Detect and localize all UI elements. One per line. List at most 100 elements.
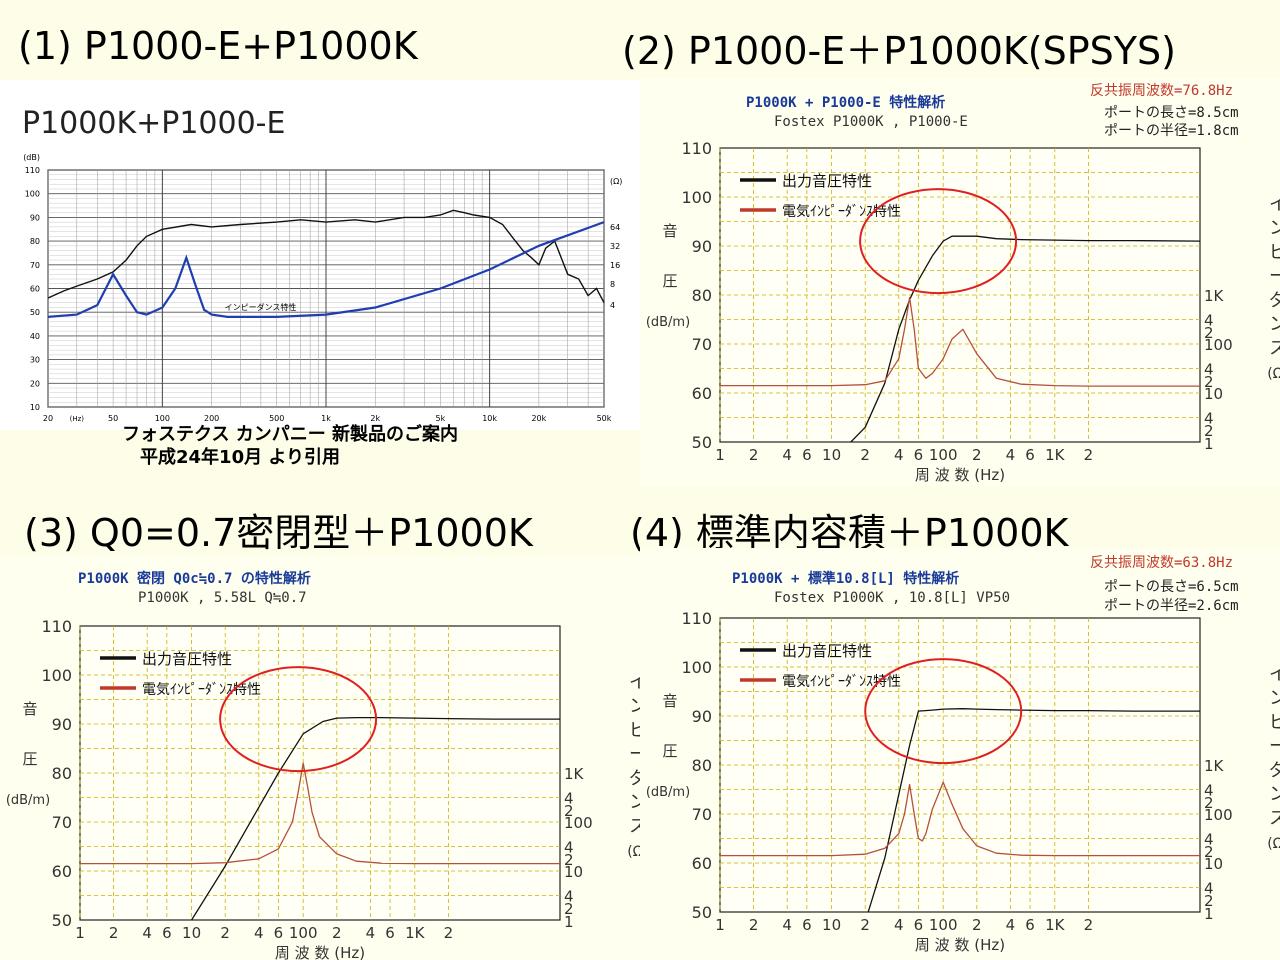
right-label-char: ビ xyxy=(629,720,640,741)
right-tick-label: 2 xyxy=(564,802,574,820)
y-tick-label: 70 xyxy=(692,335,712,354)
legend-label-spl: 出力音圧特性 xyxy=(782,172,872,190)
right-tick-label: 4 xyxy=(1204,312,1214,330)
x-tick-label: 2 xyxy=(972,916,982,934)
x-tick-label: 100 xyxy=(929,446,958,464)
panel-sim-3: P1000K 密閉 Q0c≒0.7 の特性解析 P1000K , 5.58L Q… xyxy=(0,556,640,960)
x-tick-label: 6 xyxy=(274,924,284,942)
panel2-port-radius: ポートの半径=1.8cm xyxy=(1104,123,1239,139)
x-tick-label: 20 xyxy=(43,414,53,423)
x-tick-label: 6 xyxy=(914,446,924,464)
x-tick-label: 1K xyxy=(1045,446,1066,464)
right-tick-label: 1K xyxy=(564,765,585,783)
y-tick-label: 80 xyxy=(692,756,712,775)
panel2-title: P1000K + P1000-E 特性解析 xyxy=(746,95,946,111)
spl-series xyxy=(849,235,1200,442)
x-tick-label: 200 xyxy=(204,414,219,423)
panel-measured: P1000K+P1000-E (dB) 110 100 90 80 70 60 50 40 30 2… xyxy=(0,80,640,445)
panel2-subtitle: Fostex P1000K , P1000-E xyxy=(774,114,968,130)
x-tick-label: 2 xyxy=(1084,916,1094,934)
right-label-char: ー xyxy=(1269,266,1280,287)
right-label-char: ン xyxy=(1269,688,1280,709)
panel1-caption-1: フォステクス カンパニー 新製品のご案内 xyxy=(122,424,458,445)
x-tick-label: 10 xyxy=(822,446,841,464)
right-tick-label: 2 xyxy=(1204,422,1214,440)
right-label-char: ビ xyxy=(1269,242,1280,263)
y-tick-label: 110 xyxy=(681,139,712,158)
x-tick-label: 6 xyxy=(1025,446,1035,464)
right-tick-label: 10 xyxy=(1204,385,1223,403)
y-tick-label: 50 xyxy=(52,911,72,930)
right-tick-label: 10 xyxy=(1204,855,1223,873)
panel4-port-length: ポートの長さ=6.5cm xyxy=(1104,579,1239,595)
right-label-char: イ xyxy=(1269,664,1280,685)
ylabel-char: 音 xyxy=(662,692,677,710)
y-tick-label: 50 xyxy=(692,903,712,922)
panel3-subtitle: P1000K , 5.58L Q≒0.7 xyxy=(138,590,307,606)
x-tick-label: 4 xyxy=(894,916,904,934)
x-tick-label: 2 xyxy=(220,924,230,942)
panel-sim-2: P1000K + P1000-E 特性解析 Fostex P1000K , P1… xyxy=(640,78,1280,486)
x-tick-label: 10 xyxy=(182,924,201,942)
x-tick-label: 6 xyxy=(1025,916,1035,934)
legend-label-impedance: 電気ｲﾝﾋﾟｰﾀﾞﾝｽ特性 xyxy=(782,204,901,220)
right-label-char: (Ω) xyxy=(627,844,640,860)
ylabel-unit: (dB/m) xyxy=(646,785,690,800)
right-label-char: ス xyxy=(1269,808,1280,829)
x-tick-label: 4 xyxy=(1006,446,1016,464)
x-tick-label: 2 xyxy=(972,446,982,464)
right-tick-label: 1K xyxy=(1204,287,1225,305)
y-tick-label: 10 xyxy=(30,403,40,412)
x-tick-label: 1K xyxy=(1045,916,1066,934)
y-tick-label: 80 xyxy=(30,237,40,246)
x-tick-label: 4 xyxy=(254,924,264,942)
impedance-series xyxy=(720,296,1200,387)
right-label-char: ー xyxy=(1269,736,1280,757)
y-tick-label: 90 xyxy=(692,707,712,726)
x-tick-label: 1 xyxy=(715,916,725,934)
right-tick-label: 2 xyxy=(1204,794,1214,812)
x-tick-label: 6 xyxy=(162,924,172,942)
right-tick-label: 2 xyxy=(564,900,574,918)
right-label-char: (Ω) xyxy=(1267,836,1280,852)
spl-series xyxy=(867,708,1200,912)
x-tick-label: 100 xyxy=(929,916,958,934)
right-tick-label: 2 xyxy=(1204,892,1214,910)
right-tick-label: 2 xyxy=(1204,843,1214,861)
y-tick-label: 80 xyxy=(692,286,712,305)
x-tick-label: 2 xyxy=(109,924,119,942)
panel2-resonance: 反共振周波数=76.8Hz xyxy=(1090,83,1234,99)
x-tick-label: 1K xyxy=(405,924,426,942)
y-tick-label: 60 xyxy=(30,285,40,294)
y-tick-label: 100 xyxy=(25,190,40,199)
right-label-char: ダ xyxy=(1269,760,1280,781)
y-tick-label: 100 xyxy=(681,658,712,677)
right-label-char: イ xyxy=(1269,194,1280,215)
heading-3: (3) Q0=0.7密閉型＋P1000K xyxy=(24,511,533,555)
y-tick-label: 60 xyxy=(692,854,712,873)
x-tick-label: 2 xyxy=(1084,446,1094,464)
y-tick-label: 110 xyxy=(41,617,72,636)
ylabel-char: 圧 xyxy=(662,272,677,290)
impedance-series xyxy=(47,221,605,318)
y-tick-label: 90 xyxy=(30,213,40,222)
right-label-char: ン xyxy=(629,792,640,813)
right-tick-label: 100 xyxy=(564,814,593,832)
heading-2: (2) P1000-E＋P1000K(SPSYS) xyxy=(622,29,1176,73)
right-label-char: ン xyxy=(629,696,640,717)
highlight-circle xyxy=(219,666,378,773)
x-tick-label: 1k xyxy=(321,414,331,423)
ylabel-char: 圧 xyxy=(22,750,37,768)
right-label-char: ン xyxy=(1269,784,1280,805)
x-tick-label: 5k xyxy=(436,414,446,423)
legend-label-spl: 出力音圧特性 xyxy=(782,642,872,660)
highlight-circle xyxy=(859,188,1018,295)
x-tick-label: 2 xyxy=(749,916,759,934)
highlight-circle xyxy=(864,658,1023,765)
right-tick-label: 2 xyxy=(1204,373,1214,391)
legend-label-impedance: 電気ｲﾝﾋﾟｰﾀﾞﾝｽ特性 xyxy=(142,682,261,698)
x-tick-label: 10k xyxy=(482,414,497,423)
x-tick-label: 6 xyxy=(385,924,395,942)
